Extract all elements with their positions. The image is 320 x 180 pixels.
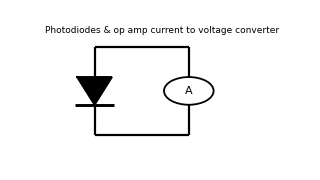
Circle shape xyxy=(164,77,214,105)
Polygon shape xyxy=(77,77,112,105)
Text: Photodiodes & op amp current to voltage converter: Photodiodes & op amp current to voltage … xyxy=(45,26,279,35)
Text: A: A xyxy=(185,86,193,96)
